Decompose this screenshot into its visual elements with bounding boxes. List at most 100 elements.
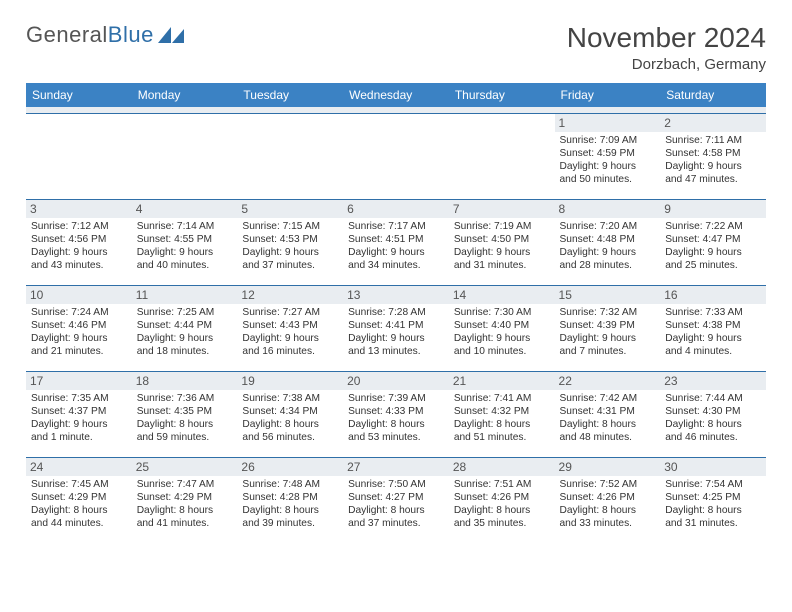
- sunrise-text: Sunrise: 7:51 AM: [454, 478, 550, 491]
- day-number: 28: [449, 458, 555, 476]
- day-number: 6: [343, 200, 449, 218]
- logo-text-part2: Blue: [108, 22, 154, 47]
- day-number: 18: [132, 372, 238, 390]
- daylight-text: Daylight: 9 hours and 47 minutes.: [665, 160, 761, 187]
- day-cell: 17 Sunrise: 7:35 AMSunset: 4:37 PMDayligh…: [26, 371, 132, 457]
- day-number: 25: [132, 458, 238, 476]
- location: Dorzbach, Germany: [567, 56, 766, 73]
- daylight-text: Daylight: 8 hours and 56 minutes.: [242, 418, 338, 445]
- daylight-text: Daylight: 9 hours and 13 minutes.: [348, 332, 444, 359]
- day-cell: 14Sunrise: 7:30 AMSunset: 4:40 PMDayligh…: [449, 285, 555, 371]
- sunrise-text: Sunrise: 7:14 AM: [137, 220, 233, 233]
- day-cell: 21Sunrise: 7:41 AMSunset: 4:32 PMDayligh…: [449, 371, 555, 457]
- day-cell: 1Sunrise: 7:09 AMSunset: 4:59 PMDaylight…: [555, 113, 661, 199]
- day-number: 23: [660, 372, 766, 390]
- empty-cell: [343, 113, 449, 199]
- sunset-text: Sunset: 4:47 PM: [665, 233, 761, 246]
- daylight-text: Daylight: 9 hours and 31 minutes.: [454, 246, 550, 273]
- daylight-text: Daylight: 9 hours and 43 minutes.: [31, 246, 127, 273]
- daylight-text: Daylight: 9 hours and 21 minutes.: [31, 332, 127, 359]
- day-header: Sunday: [26, 83, 132, 107]
- daylight-text: Daylight: 8 hours and 59 minutes.: [137, 418, 233, 445]
- logo: GeneralBlue: [26, 22, 184, 48]
- day-number: 11: [132, 286, 238, 304]
- day-cell: 27Sunrise: 7:50 AMSunset: 4:27 PMDayligh…: [343, 457, 449, 543]
- day-number: 27: [343, 458, 449, 476]
- day-number: 17: [26, 372, 132, 390]
- sunset-text: Sunset: 4:51 PM: [348, 233, 444, 246]
- daylight-text: Daylight: 8 hours and 51 minutes.: [454, 418, 550, 445]
- daylight-text: Daylight: 9 hours and 4 minutes.: [665, 332, 761, 359]
- sunset-text: Sunset: 4:44 PM: [137, 319, 233, 332]
- sunset-text: Sunset: 4:28 PM: [242, 491, 338, 504]
- sunset-text: Sunset: 4:26 PM: [454, 491, 550, 504]
- daylight-text: Daylight: 8 hours and 53 minutes.: [348, 418, 444, 445]
- sunset-text: Sunset: 4:39 PM: [560, 319, 656, 332]
- sunrise-text: Sunrise: 7:38 AM: [242, 392, 338, 405]
- sunset-text: Sunset: 4:37 PM: [31, 405, 127, 418]
- daylight-text: Daylight: 9 hours and 10 minutes.: [454, 332, 550, 359]
- sunrise-text: Sunrise: 7:20 AM: [560, 220, 656, 233]
- day-cell: 22Sunrise: 7:42 AMSunset: 4:31 PMDayligh…: [555, 371, 661, 457]
- sunrise-text: Sunrise: 7:44 AM: [665, 392, 761, 405]
- daylight-text: Daylight: 9 hours and 25 minutes.: [665, 246, 761, 273]
- page-title: November 2024: [567, 22, 766, 54]
- sunset-text: Sunset: 4:46 PM: [31, 319, 127, 332]
- daylight-text: Daylight: 8 hours and 35 minutes.: [454, 504, 550, 531]
- day-number: 9: [660, 200, 766, 218]
- daylight-text: Daylight: 9 hours and 40 minutes.: [137, 246, 233, 273]
- sunrise-text: Sunrise: 7:35 AM: [31, 392, 127, 405]
- logo-text-part1: General: [26, 22, 108, 47]
- day-number: 12: [237, 286, 343, 304]
- daylight-text: Daylight: 9 hours and 34 minutes.: [348, 246, 444, 273]
- day-number: 15: [555, 286, 661, 304]
- week-row: 10Sunrise: 7:24 AMSunset: 4:46 PMDayligh…: [26, 285, 766, 371]
- sunrise-text: Sunrise: 7:47 AM: [137, 478, 233, 491]
- calendar-body: 1Sunrise: 7:09 AMSunset: 4:59 PMDaylight…: [26, 107, 766, 543]
- sunrise-text: Sunrise: 7:11 AM: [665, 134, 761, 147]
- day-number: 13: [343, 286, 449, 304]
- sunset-text: Sunset: 4:25 PM: [665, 491, 761, 504]
- sunset-text: Sunset: 4:29 PM: [137, 491, 233, 504]
- day-number: 5: [237, 200, 343, 218]
- day-number: 7: [449, 200, 555, 218]
- day-number: 20: [343, 372, 449, 390]
- sunset-text: Sunset: 4:27 PM: [348, 491, 444, 504]
- daylight-text: Daylight: 9 hours and 28 minutes.: [560, 246, 656, 273]
- daylight-text: Daylight: 9 hours and 18 minutes.: [137, 332, 233, 359]
- day-number: 22: [555, 372, 661, 390]
- daylight-text: Daylight: 9 hours and 1 minute.: [31, 418, 127, 445]
- daylight-text: Daylight: 8 hours and 33 minutes.: [560, 504, 656, 531]
- sunrise-text: Sunrise: 7:15 AM: [242, 220, 338, 233]
- daylight-text: Daylight: 8 hours and 41 minutes.: [137, 504, 233, 531]
- week-row: 1Sunrise: 7:09 AMSunset: 4:59 PMDaylight…: [26, 113, 766, 199]
- day-number: 10: [26, 286, 132, 304]
- empty-cell: [132, 113, 238, 199]
- day-header: Tuesday: [237, 83, 343, 107]
- sunset-text: Sunset: 4:38 PM: [665, 319, 761, 332]
- day-number: 29: [555, 458, 661, 476]
- day-cell: 25 Sunrise: 7:47 AMSunset: 4:29 PMDayligh…: [132, 457, 238, 543]
- daylight-text: Daylight: 8 hours and 31 minutes.: [665, 504, 761, 531]
- daylight-text: Daylight: 9 hours and 16 minutes.: [242, 332, 338, 359]
- sunset-text: Sunset: 4:58 PM: [665, 147, 761, 160]
- sunrise-text: Sunrise: 7:42 AM: [560, 392, 656, 405]
- sail-icon: [158, 27, 184, 43]
- sunrise-text: Sunrise: 7:45 AM: [31, 478, 127, 491]
- day-cell: 4Sunrise: 7:14 AMSunset: 4:55 PMDaylight…: [132, 199, 238, 285]
- sunset-text: Sunset: 4:29 PM: [31, 491, 127, 504]
- sunrise-text: Sunrise: 7:25 AM: [137, 306, 233, 319]
- day-number: 4: [132, 200, 238, 218]
- daylight-text: Daylight: 8 hours and 46 minutes.: [665, 418, 761, 445]
- day-cell: 24Sunrise: 7:45 AMSunset: 4:29 PMDayligh…: [26, 457, 132, 543]
- sunrise-text: Sunrise: 7:30 AM: [454, 306, 550, 319]
- sunrise-text: Sunrise: 7:48 AM: [242, 478, 338, 491]
- day-number: 26: [237, 458, 343, 476]
- sunset-text: Sunset: 4:43 PM: [242, 319, 338, 332]
- title-block: November 2024 Dorzbach, Germany: [567, 22, 766, 73]
- day-cell: 7Sunrise: 7:19 AMSunset: 4:50 PMDaylight…: [449, 199, 555, 285]
- day-number: 16: [660, 286, 766, 304]
- daylight-text: Daylight: 8 hours and 37 minutes.: [348, 504, 444, 531]
- day-cell: 26Sunrise: 7:48 AMSunset: 4:28 PMDayligh…: [237, 457, 343, 543]
- sunrise-text: Sunrise: 7:32 AM: [560, 306, 656, 319]
